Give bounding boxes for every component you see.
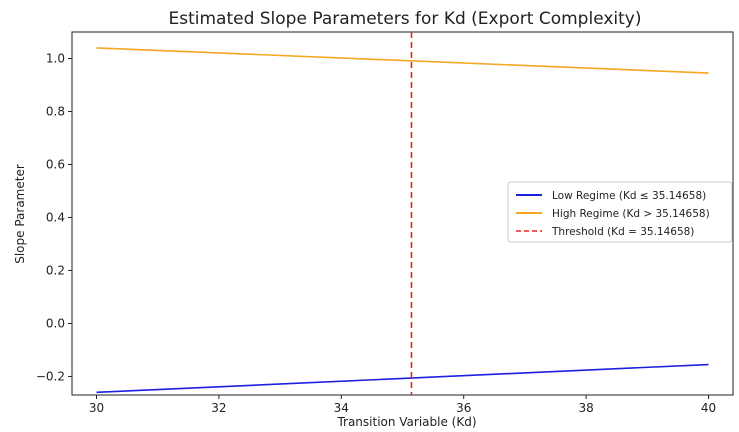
x-tick-label: 32 bbox=[211, 401, 226, 415]
legend-box bbox=[507, 181, 733, 243]
x-axis-label: Transition Variable (Kd) bbox=[336, 415, 476, 429]
plot-frame bbox=[71, 31, 734, 396]
y-tick-label: 0.2 bbox=[46, 263, 65, 277]
y-tick-label: −0.2 bbox=[36, 369, 65, 383]
y-tick-label: 0.0 bbox=[46, 316, 65, 330]
low-regime-line bbox=[96, 363, 709, 394]
x-tick-label: 30 bbox=[89, 401, 104, 415]
legend-label-low-regime: Low Regime (Kd ≤ 35.14658) bbox=[552, 190, 706, 202]
y-axis: −0.2 0.0 0.2 0.4 0.6 0.8 1.0 bbox=[36, 51, 72, 383]
y-tick-label: 0.8 bbox=[46, 104, 65, 118]
legend-label-high-regime: High Regime (Kd > 35.14658) bbox=[552, 208, 710, 220]
y-axis-label: Slope Parameter bbox=[13, 164, 27, 264]
y-tick-label: 0.6 bbox=[46, 157, 65, 171]
high-regime-line bbox=[96, 47, 709, 74]
y-tick-label: 1.0 bbox=[46, 51, 65, 65]
y-tick-label: 0.4 bbox=[46, 210, 65, 224]
legend: Low Regime (Kd ≤ 35.14658) High Regime (… bbox=[507, 181, 733, 243]
chart-title: Estimated Slope Parameters for Kd (Expor… bbox=[168, 9, 641, 29]
x-tick-label: 38 bbox=[578, 401, 593, 415]
plot-area bbox=[71, 31, 734, 396]
x-tick-label: 36 bbox=[456, 401, 471, 415]
legend-label-threshold: Threshold (Kd = 35.14658) bbox=[551, 226, 694, 238]
x-tick-label: 40 bbox=[701, 401, 716, 415]
x-axis: 30 32 34 36 38 40 bbox=[89, 395, 716, 415]
series-layer bbox=[96, 32, 709, 395]
x-tick-label: 34 bbox=[334, 401, 349, 415]
